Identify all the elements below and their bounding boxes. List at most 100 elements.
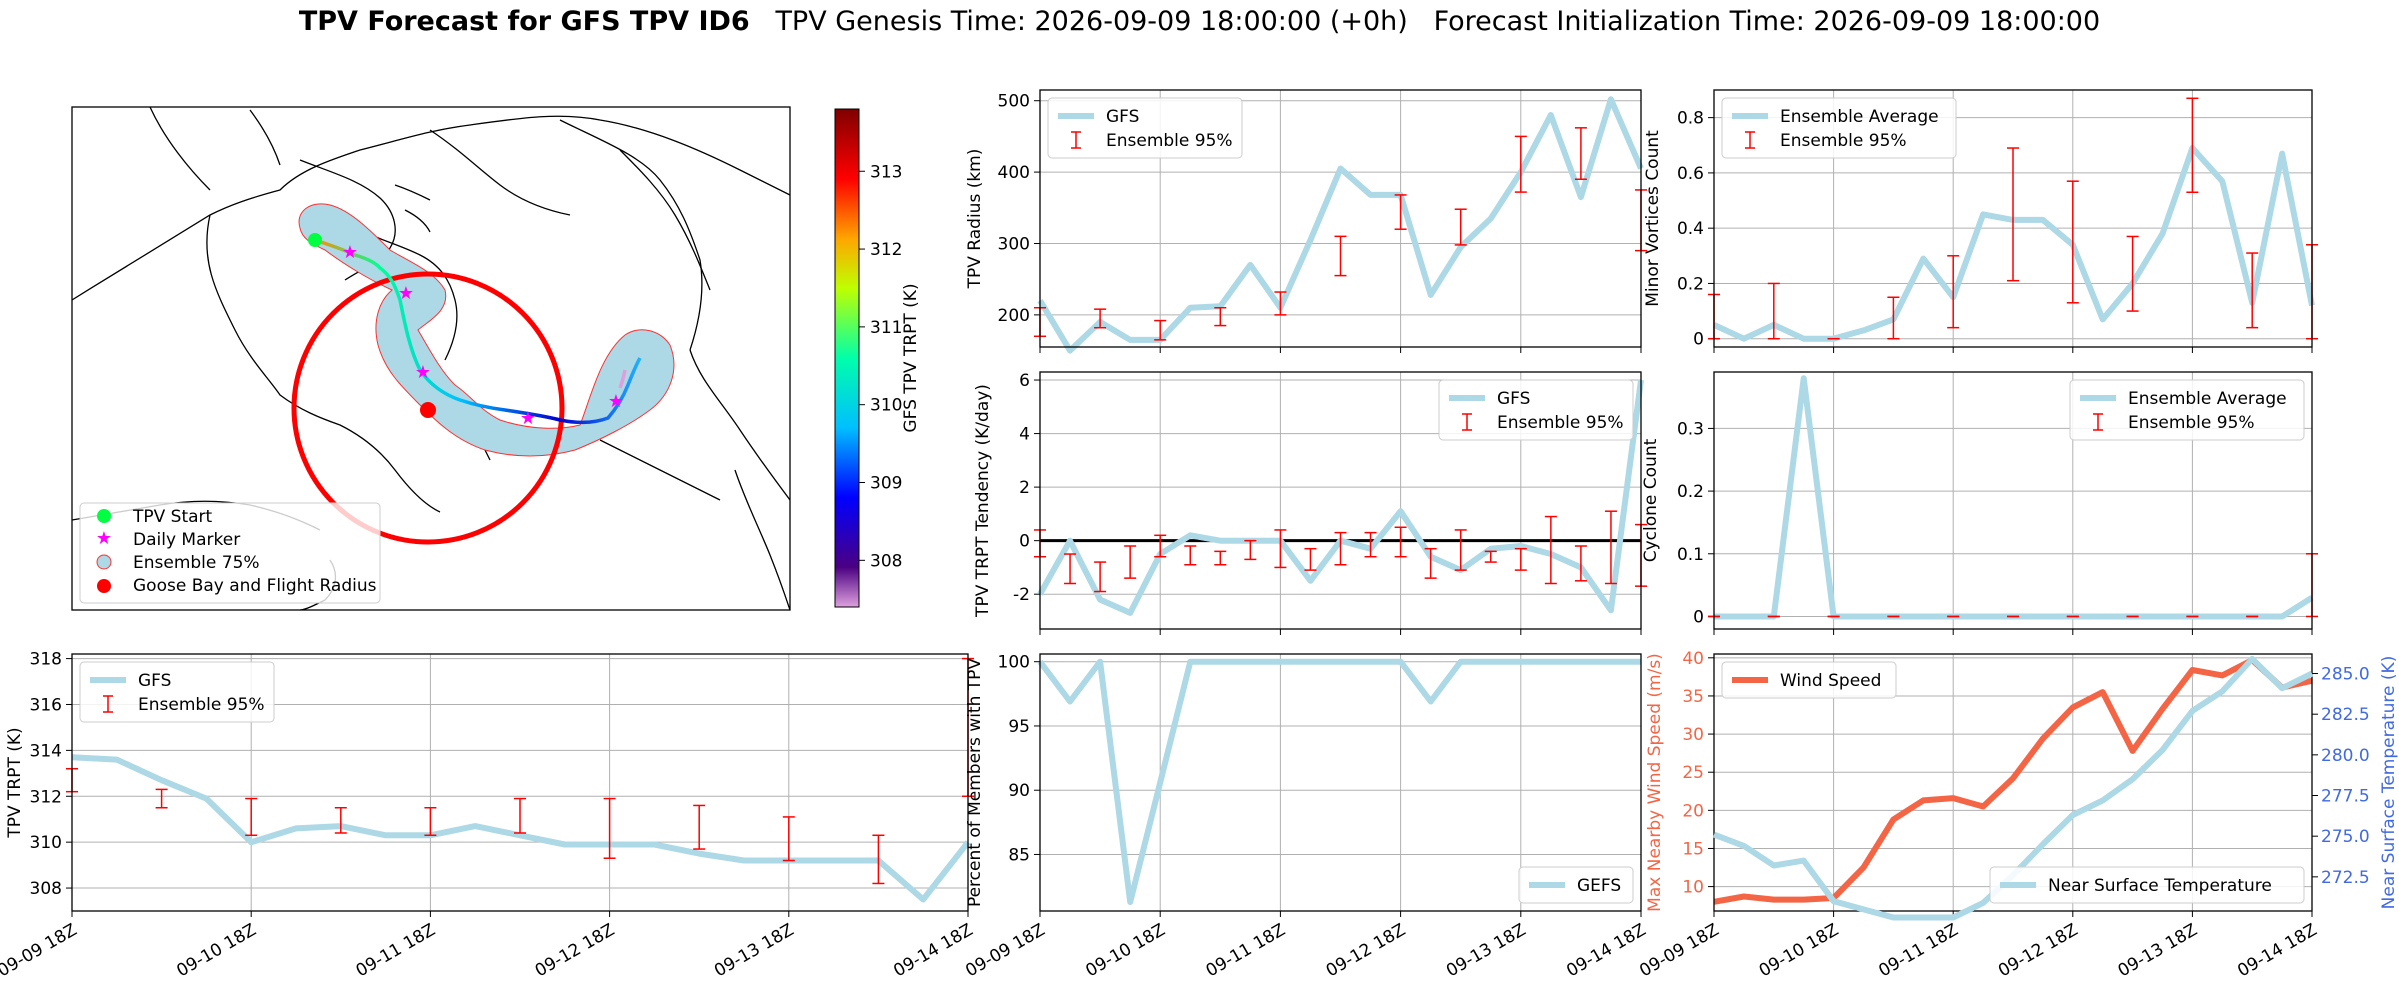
plot-frame (1713, 89, 2313, 348)
x-tick-label: 09-14 18Z (1563, 920, 1649, 981)
errorbar (1604, 510, 1617, 585)
genesis-time: TPV Genesis Time: 2026-09-09 18:00:00 (+… (775, 6, 1408, 37)
x-tick-label: 09-10 18Z (1082, 920, 1168, 981)
svg-text:★: ★ (415, 362, 431, 383)
chart-minor: 0 0.2 0.4 0.6 0.8 Minor Vortices Count Ensembl… (1643, 89, 2318, 353)
colorbar-tick-label: 310 (870, 396, 902, 416)
svg-text:★: ★ (342, 242, 358, 263)
chart-percent: 09-09 18Z 09-10 18Z 09-11 18Z 09-12 18Z 09-1… (962, 653, 1649, 982)
y-tick-label: 277.5 (2321, 787, 2370, 807)
errorbar (1484, 550, 1497, 563)
chart-trpt: 09-09 18Z 09-10 18Z 09-11 18Z 09-12 18Z 09-1… (0, 650, 977, 982)
legend: Ensemble Average Ensemble 95% (2069, 379, 2305, 441)
errorbar (1424, 547, 1437, 579)
map-legend: ★ TPV Start Daily Marker Ensemble 75% Go… (79, 502, 381, 604)
errorbar (1154, 319, 1167, 341)
legend-ensemble-75: Ensemble 75% (133, 553, 260, 573)
y-tick-label: 2 (1019, 478, 1030, 498)
legend-box (1518, 866, 1634, 904)
legend-box (1438, 379, 1634, 441)
errorbar (1154, 534, 1167, 558)
legend: GFS Ensemble 95% (79, 661, 275, 723)
plot-frame (71, 653, 969, 912)
errorbar (1064, 553, 1077, 585)
y-tick-label: 285.0 (2321, 665, 2370, 685)
legend-label: Ensemble 95% (1106, 131, 1233, 151)
y-axis-label: TPV TRPT Tendency (K/day) (973, 384, 993, 618)
errorbar (872, 834, 885, 885)
x-tick-label: 09-14 18Z (890, 920, 976, 981)
colorbar: 308 309 310 311 312 313 GFS TPV TRPT (K) (834, 108, 921, 608)
errorbar (1274, 291, 1287, 316)
legend-label: GFS (1497, 389, 1530, 409)
x-tick-label: 09-14 18Z (2234, 920, 2320, 981)
legend: GFS Ensemble 95% (1047, 97, 1243, 159)
y-tick-label: 25 (1682, 763, 1704, 783)
colorbar-label: GFS TPV TRPT (K) (901, 283, 921, 432)
errorbar (1334, 531, 1347, 566)
errorbar (1574, 545, 1587, 582)
chart-wind: 09-09 18Z 09-10 18Z 09-11 18Z 09-12 18Z 09-1… (1636, 649, 2320, 982)
errorbar (1454, 529, 1467, 571)
errorbar (1574, 127, 1587, 180)
errorbar (1394, 194, 1407, 230)
ensemble-75-area (298, 203, 675, 457)
legend-label: Ensemble Average (2128, 389, 2287, 409)
x-tick-label: 09-13 18Z (1443, 920, 1529, 981)
legend-goose-bay: Goose Bay and Flight Radius (133, 576, 377, 596)
legend-goosebay-icon (97, 579, 111, 593)
series-line-radius (1037, 96, 1644, 354)
legend-ensemble75-icon (96, 554, 112, 570)
map-panel: ★ ★ ★ ★ ★ ★ TPV Start Daily Marker Ensem… (71, 106, 791, 611)
legend-tpv-start: TPV Start (132, 507, 213, 527)
x-tick-label: 09-12 18Z (532, 920, 618, 981)
legend-label: Ensemble 95% (1780, 131, 1907, 151)
errorbar (514, 797, 526, 834)
y-axis-label: Near Surface Temperature (K) (2379, 656, 2399, 910)
plot-frame (1039, 653, 1642, 912)
legend-label: GFS (1106, 107, 1139, 127)
legend: Near Surface Temperature (1989, 866, 2305, 904)
x-tick-label: 09-13 18Z (711, 920, 797, 981)
errorbar (1767, 282, 1780, 340)
errorbar (1094, 561, 1107, 593)
y-tick-label: 280.0 (2321, 746, 2370, 766)
y-tick-label: -2 (1013, 585, 1030, 605)
errorbar (1244, 539, 1257, 561)
y-axis-label: Cyclone Count (1641, 438, 1661, 562)
svg-text:★: ★ (520, 408, 536, 429)
y-tick-label: 275.0 (2321, 827, 2370, 847)
legend-box (2069, 379, 2305, 441)
x-tick-label: 09-12 18Z (1995, 920, 2081, 981)
errorbar (1094, 308, 1107, 329)
y-tick-label: 10 (1682, 878, 1704, 898)
errorbar (2126, 235, 2139, 312)
y-tick-label: 0.2 (1677, 482, 1704, 502)
colorbar-tick-label: 313 (870, 162, 902, 182)
y-tick-label: 0 (1019, 532, 1030, 552)
y-tick-label: 95 (1008, 717, 1030, 737)
y-tick-label: 0.1 (1677, 545, 1704, 565)
legend-daily-icon: ★ (96, 528, 112, 549)
errorbar (782, 816, 795, 862)
y-tick-label: 0.8 (1677, 109, 1704, 129)
y-tick-label: 0.3 (1677, 419, 1704, 439)
legend: Ensemble Average Ensemble 95% (1721, 97, 1957, 159)
errorbar (1274, 529, 1287, 569)
y-tick-label: 0.6 (1677, 164, 1704, 184)
series-line-trpt (71, 754, 971, 903)
series-line-percent (1037, 658, 1641, 905)
legend: GFS Ensemble 95% (1438, 379, 1634, 441)
y-tick-label: 30 (1682, 725, 1704, 745)
errorbar (245, 797, 258, 837)
errorbar (2066, 180, 2079, 304)
colorbar-tick-label: 309 (870, 474, 902, 494)
y-tick-label: 310 (30, 833, 62, 853)
tpv-track-tail (618, 369, 627, 389)
svg-text:★: ★ (398, 283, 414, 304)
y-tick-label: 6 (1019, 371, 1030, 391)
x-tick-label: 09-12 18Z (1323, 920, 1409, 981)
errorbar (1184, 545, 1197, 566)
errorbar (1514, 547, 1527, 571)
